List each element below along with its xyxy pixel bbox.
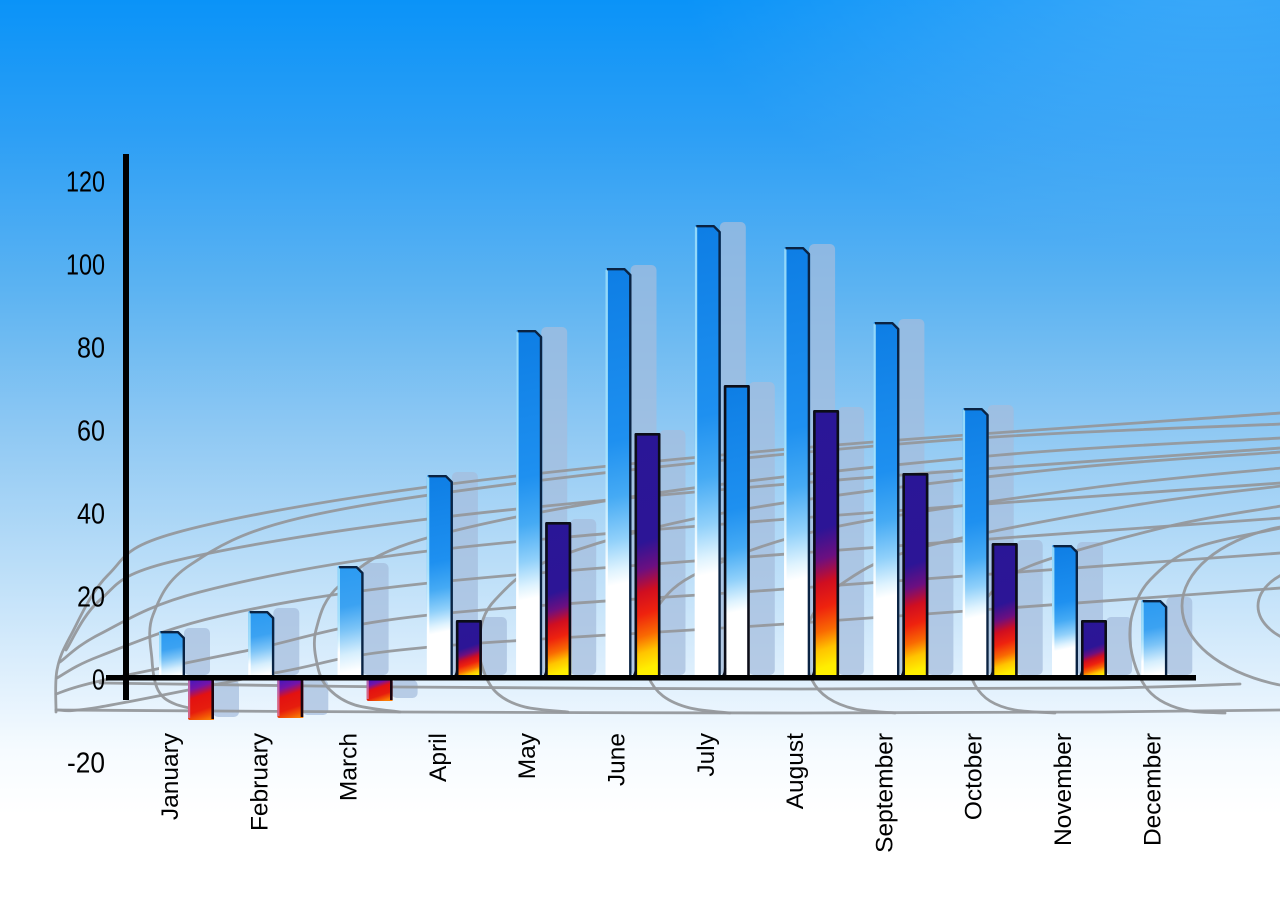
svg-text:February: February <box>246 732 273 831</box>
svg-text:60: 60 <box>77 416 105 448</box>
svg-text:November: November <box>1050 733 1077 846</box>
svg-text:120: 120 <box>66 167 105 199</box>
svg-text:80: 80 <box>77 333 105 365</box>
svg-text:40: 40 <box>77 499 105 531</box>
svg-text:May: May <box>514 732 541 779</box>
svg-text:0: 0 <box>92 665 105 697</box>
svg-text:September: September <box>871 733 898 853</box>
svg-text:April: April <box>425 733 452 782</box>
svg-text:-20: -20 <box>67 748 105 780</box>
svg-text:December: December <box>1139 733 1166 846</box>
svg-text:January: January <box>157 732 184 820</box>
svg-text:20: 20 <box>77 582 105 614</box>
svg-text:August: August <box>782 733 809 809</box>
svg-text:March: March <box>336 733 363 801</box>
svg-text:October: October <box>961 733 988 820</box>
svg-text:100: 100 <box>66 250 105 282</box>
svg-text:July: July <box>693 732 720 776</box>
svg-text:June: June <box>604 733 631 786</box>
